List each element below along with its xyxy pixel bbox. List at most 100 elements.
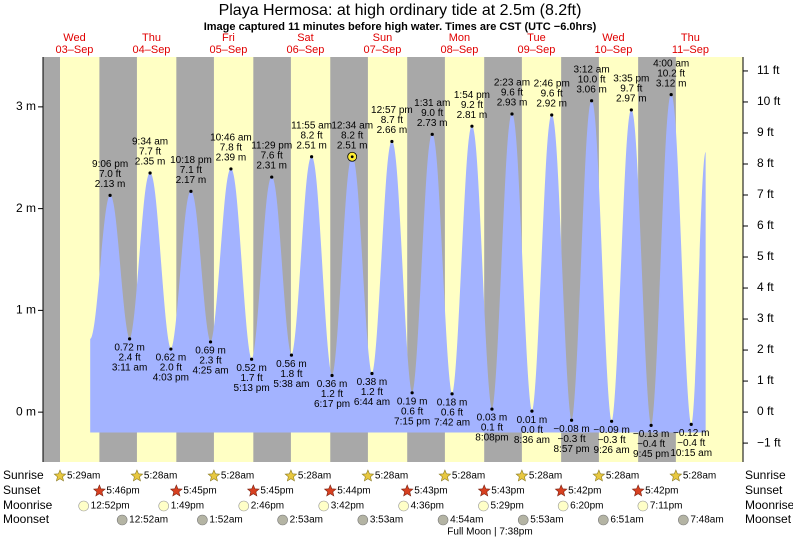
tide-label: −0.3 ft [598,435,626,446]
tide-label: 2.51 m [337,140,368,151]
y2-tick-label: 5 ft [757,249,774,263]
moonset-icon [357,514,369,526]
tide-label: 2.13 m [95,179,126,190]
moonrise-icon [557,500,569,512]
row-label: Moonset [3,512,50,526]
tide-label: 3:11 am [112,363,147,374]
tide-point [189,189,193,193]
tide-label: 7:42 am [434,417,470,428]
tide-label: 6:44 am [354,397,390,408]
tide-point [270,175,274,179]
almanac-time: 5:28am [606,471,639,482]
almanac-time: 2:46pm [251,501,284,512]
tide-label: 9:06 pm [92,159,128,170]
tide-label: 8.2 ft [300,130,322,141]
tide-label: 2.51 m [296,140,327,151]
day-date: 07–Sep [363,44,401,56]
tide-label: 3.12 m [656,78,687,89]
moonrise-icon [398,500,409,512]
tide-label: 1.8 ft [280,369,302,380]
tide-point [410,391,414,395]
sunset-icon [323,484,337,497]
almanac-time: 5:29am [67,471,100,482]
tide-label: 9.6 ft [501,88,523,99]
day-name: Tue [527,32,546,44]
chart-subtitle: Image captured 11 minutes before high wa… [204,21,597,33]
tide-label: −0.4 ft [637,439,665,450]
moonrise-icon [637,500,649,512]
tide-label: 0.38 m [357,377,388,388]
almanac-time: 12:52pm [91,501,130,512]
sunrise-icon [53,469,67,482]
sunrise-icon [515,469,529,482]
sunset-icon [169,484,183,497]
tide-label: 5:38 am [273,379,309,390]
almanac-time: 5:45pm [260,486,293,497]
almanac-time: 7:48am [690,515,723,526]
almanac-time: 5:28am [298,471,331,482]
tide-label: 10:18 pm [170,155,212,166]
tide-label: 0.6 ft [401,406,423,417]
tide-label: −0.4 ft [677,438,705,449]
y-tick-label: 2 m [16,201,36,215]
tide-label: 6:17 pm [314,399,350,410]
tide-label: 9.6 ft [541,89,563,100]
sunset-icon [246,484,260,497]
y2-tick-label: 1 ft [757,373,774,387]
tide-label: 0.56 m [276,359,307,370]
tide-label: 2.17 m [176,175,207,186]
tide-label: 2.3 ft [199,356,221,367]
tide-point [370,371,374,376]
tide-label: 2.73 m [417,118,448,129]
y-tick-label: 1 m [16,303,36,317]
y2-tick-label: 0 ft [757,404,774,418]
tide-point [250,357,254,361]
day-name: Fri [222,32,235,44]
tide-label: 2.92 m [536,99,567,110]
tide-label: 0.6 ft [441,407,463,418]
tide-label: 8:57 pm [553,444,589,455]
tide-label: 7.6 ft [261,151,283,162]
tide-label: 3.06 m [576,84,607,95]
tide-label: 12:34 am [331,120,373,131]
almanac-time: 5:42pm [645,486,678,497]
almanac-time: 5:42pm [568,486,601,497]
tide-label: 2.0 ft [160,363,182,374]
sunset-icon [631,484,645,497]
almanac-time: 1:49pm [171,501,204,512]
tide-point [530,409,534,413]
day-name: Thu [681,32,700,44]
tide-label: −0.12 m [673,428,709,439]
y2-tick-label: 6 ft [757,218,774,232]
moonrise-icon [158,500,170,512]
tide-point [108,193,112,197]
almanac-time: 5:28am [683,471,716,482]
tide-label: 1:54 pm [454,90,490,101]
almanac-time: 4:36pm [411,501,444,512]
moonset-icon [517,514,529,526]
tide-label: 7.1 ft [180,165,202,176]
y2-tick-label: −1 ft [757,435,781,449]
tide-label: 9:45 pm [633,449,669,460]
tide-label: 2.35 m [135,157,166,168]
tide-label: 7.0 ft [99,169,121,180]
tide-label: 4:00 am [653,58,689,69]
sunrise-icon [284,469,298,482]
tide-label: 0.01 m [517,415,548,426]
tide-label: 4:25 am [192,366,228,377]
y2-tick-label: 7 ft [757,187,774,201]
tide-label: 2:23 am [494,78,530,89]
sunrise-icon [207,469,221,482]
tide-label: 3:35 pm [613,74,649,85]
tide-label: 2.93 m [497,98,528,109]
moonrise-icon [238,500,250,512]
full-moon-note: Full Moon | 7:38pm [447,527,532,538]
tide-label: 5:13 pm [234,383,270,394]
moonset-icon [277,514,288,526]
almanac-time: 5:44pm [337,486,370,497]
almanac-time: 5:45pm [183,486,216,497]
moonset-icon [197,514,208,526]
y2-tick-label: 10 ft [757,94,781,108]
sunrise-icon [361,469,375,482]
tide-label: 7.8 ft [220,143,242,154]
